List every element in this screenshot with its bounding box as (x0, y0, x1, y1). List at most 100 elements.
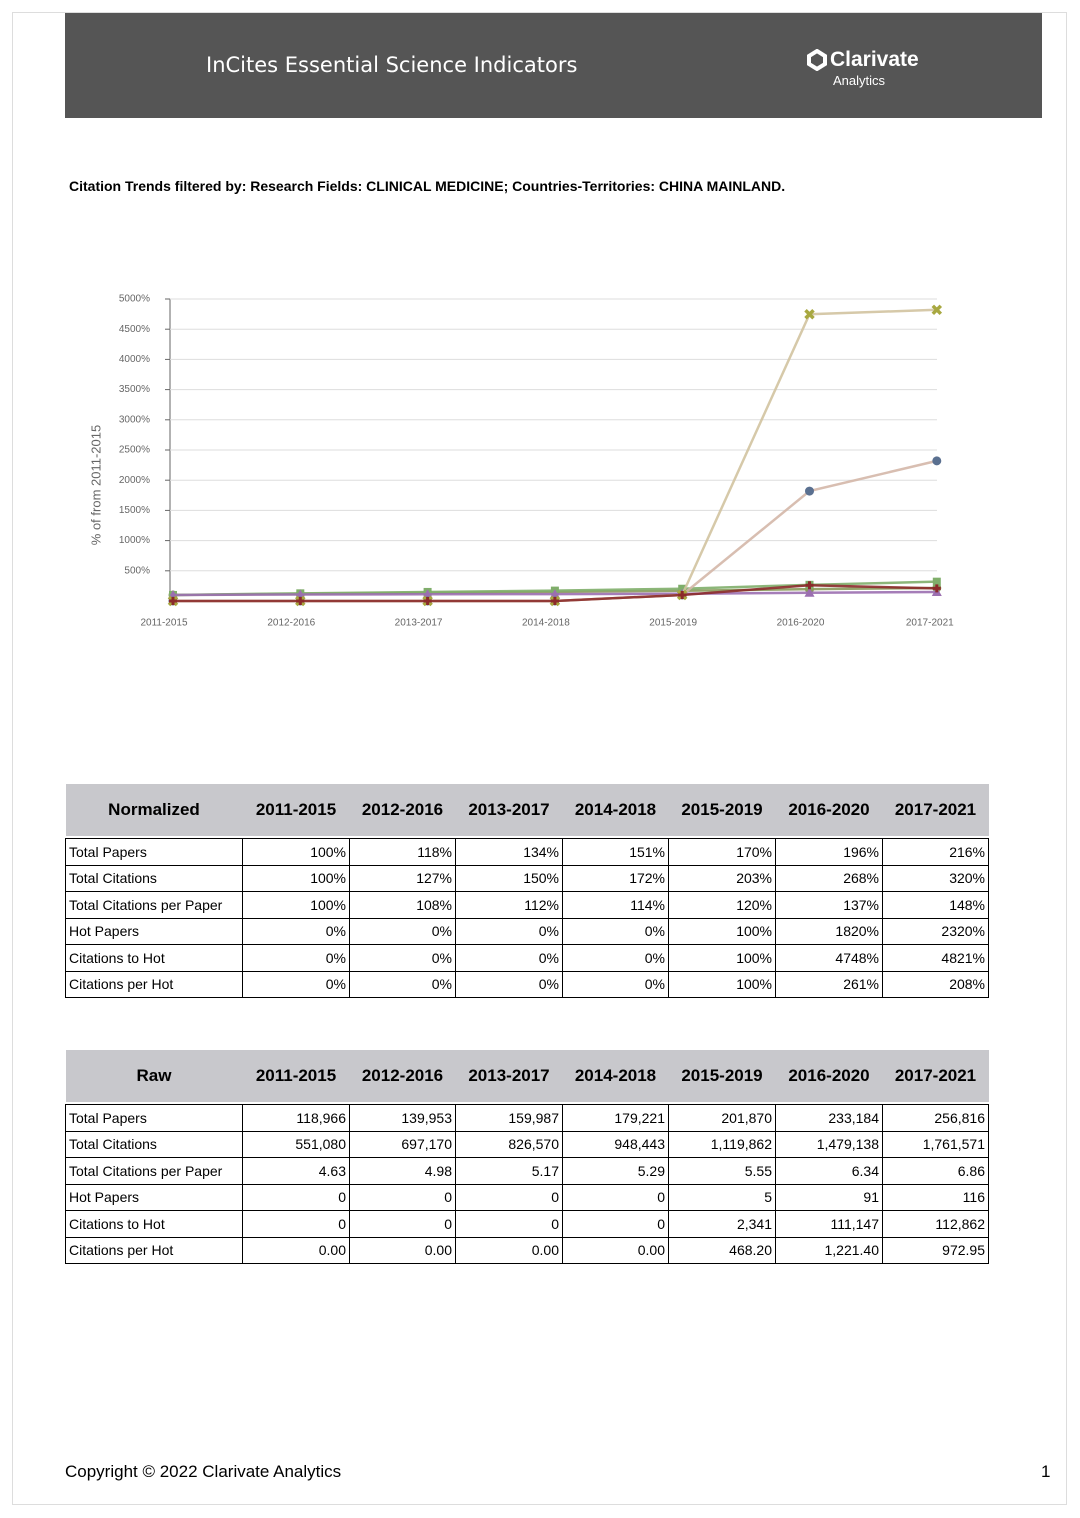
table-cell: 100% (242, 838, 350, 866)
header-cell: Normalized (65, 784, 243, 836)
header-cell: 2017-2021 (882, 784, 989, 836)
table-row: Total Citations per Paper 100% 108% 112% 114… (65, 891, 989, 919)
table-cell: 256,816 (882, 1104, 989, 1132)
y-tick-label: 5000% (119, 294, 150, 305)
table-cell: 172% (562, 864, 669, 892)
table-cell: 0 (242, 1210, 350, 1238)
y-tick-label: 2000% (119, 475, 150, 486)
table-row: Citations per Hot 0.00 0.00 0.00 0.00 468.20 1… (65, 1236, 989, 1264)
y-tick-label: 3000% (119, 414, 150, 425)
table-cell: 1,119,862 (668, 1130, 776, 1158)
table-cell: 116 (882, 1183, 989, 1211)
table-cell: 6.86 (882, 1157, 989, 1185)
header-title: InCites Essential Science Indicators (206, 53, 578, 77)
table-cell: 0 (349, 1210, 456, 1238)
header-cell: 2012-2016 (349, 784, 456, 836)
raw-table: Raw 2011-2015 2012-2016 2013-2017 2014-2018 2… (65, 1050, 989, 1264)
header-cell: 2016-2020 (775, 784, 883, 836)
table-cell: Total Papers (65, 1104, 243, 1132)
table-cell: 0% (242, 944, 350, 972)
x-tick-label: 2012-2016 (267, 618, 315, 629)
page-number: 1 (1041, 1462, 1051, 1481)
table-cell: 0% (455, 917, 563, 945)
table-cell: Total Citations (65, 1130, 243, 1158)
table-cell: Hot Papers (65, 1183, 243, 1211)
table-row: Citations to Hot 0% 0% 0% 0% 100% 4748% 4821% (65, 944, 989, 972)
table-cell: 268% (775, 864, 883, 892)
table-cell: 1,221.40 (775, 1236, 883, 1264)
marker (169, 597, 177, 605)
copyright: Copyright © 2022 Clarivate Analytics (65, 1462, 342, 1481)
header-row: Normalized 2011-2015 2012-2016 2013-2017 201… (65, 784, 989, 836)
marker (804, 587, 815, 597)
table-cell: 5.55 (668, 1157, 776, 1185)
header-cell: 2016-2020 (775, 1050, 883, 1102)
table-cell: 111,147 (775, 1210, 883, 1238)
marker (932, 577, 941, 586)
table-cell: 151% (562, 838, 669, 866)
table-cell: 5.29 (562, 1157, 669, 1185)
table-cell: 0.00 (349, 1236, 456, 1264)
marker (422, 589, 433, 599)
header-cell: 2011-2015 (242, 784, 350, 836)
table-cell: 0.00 (242, 1236, 350, 1264)
header-cell: 2011-2015 (242, 1050, 350, 1102)
table-cell: 320% (882, 864, 989, 892)
y-tick-label: 4500% (119, 324, 150, 335)
table-cell: 5 (668, 1183, 776, 1211)
table-row: Total Citations per Paper 4.63 4.98 5.17 5.2… (65, 1157, 989, 1185)
table-cell: 0% (242, 917, 350, 945)
normalized-table: Normalized 2011-2015 2012-2016 2013-2017 201… (65, 784, 989, 998)
table-cell: 148% (882, 891, 989, 919)
table-cell: 0% (349, 944, 456, 972)
y-tick-label: 4000% (119, 354, 150, 365)
table-cell: 0% (242, 970, 350, 998)
table-cell: 551,080 (242, 1130, 350, 1158)
table-cell: 0 (562, 1210, 669, 1238)
header-row: Raw 2011-2015 2012-2016 2013-2017 2014-2018 2… (65, 1050, 989, 1102)
table-cell: 100% (242, 864, 350, 892)
header-cell: 2013-2017 (455, 784, 563, 836)
table-cell: 137% (775, 891, 883, 919)
table-cell: 134% (455, 838, 563, 866)
marker (804, 308, 815, 320)
table-cell: 0% (562, 944, 669, 972)
table-cell: 179,221 (562, 1104, 669, 1132)
table-cell: 139,953 (349, 1104, 456, 1132)
table-cell: 972.95 (882, 1236, 989, 1264)
table-row: Total Citations 100% 127% 150% 172% 203% 268% 3… (65, 864, 989, 892)
x-tick-label: 2011-2015 (140, 618, 188, 629)
x-tick-label: 2016-2020 (777, 618, 825, 629)
table-cell: 100% (668, 970, 776, 998)
table-cell: 1820% (775, 917, 883, 945)
table-cell: Citations to Hot (65, 944, 243, 972)
table-cell: 0.00 (455, 1236, 563, 1264)
table-cell: 0% (562, 970, 669, 998)
table-cell: 100% (668, 917, 776, 945)
table-cell: Total Citations (65, 864, 243, 892)
y-tick-label: 3500% (119, 384, 150, 395)
table-cell: Total Citations per Paper (65, 1157, 243, 1185)
table-cell: 0 (455, 1210, 563, 1238)
x-tick-label: 2015-2019 (649, 618, 697, 629)
logo-icon (807, 49, 827, 71)
table-cell: 100% (668, 944, 776, 972)
table-cell: 150% (455, 864, 563, 892)
table-cell: 0% (349, 917, 456, 945)
table-cell: 233,184 (775, 1104, 883, 1132)
header-cell: 2014-2018 (562, 784, 669, 836)
table-cell: 108% (349, 891, 456, 919)
table-cell: 118,966 (242, 1104, 350, 1132)
table-cell: 4.98 (349, 1157, 456, 1185)
y-tick-label: 1000% (119, 535, 150, 546)
table-cell: 0.00 (562, 1236, 669, 1264)
marker (931, 304, 943, 316)
table-cell: 120% (668, 891, 776, 919)
table-cell: 127% (349, 864, 456, 892)
table-cell: 826,570 (455, 1130, 563, 1158)
y-tick-label: 500% (124, 565, 150, 576)
table-cell: 1,761,571 (882, 1130, 989, 1158)
logo-sub: Analytics (833, 73, 886, 88)
marker (678, 584, 687, 593)
